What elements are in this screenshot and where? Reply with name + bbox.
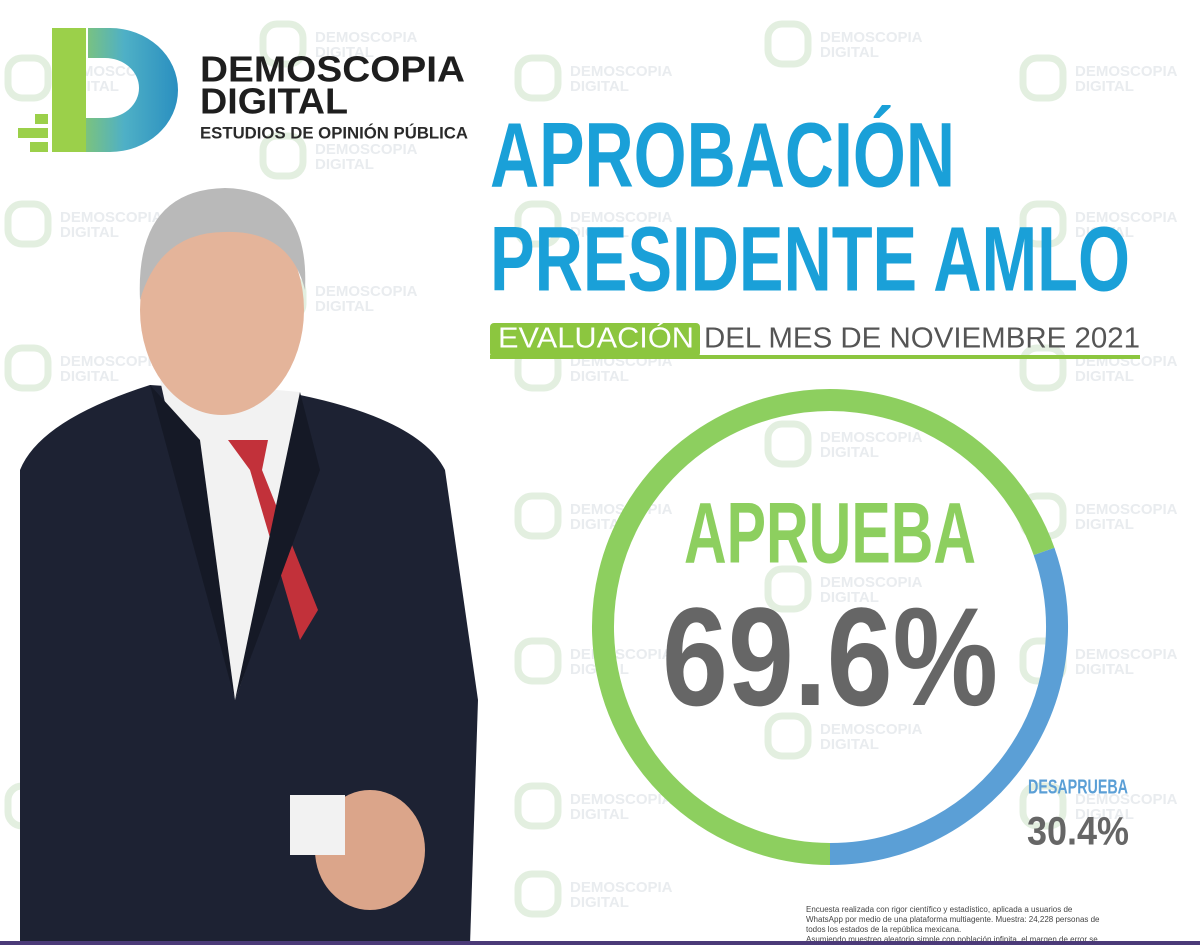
watermark-text: DEMOSCOPIA [570,791,673,808]
watermark-logo [1019,782,1067,830]
watermark-text: DIGITAL [1075,516,1134,533]
watermark-logo [764,565,812,613]
cuff [290,795,345,855]
watermark-text: DEMOSCOPIA [60,353,163,370]
brand-tagline: ESTUDIOS DE OPINIÓN PÚBLICA [200,123,468,142]
watermark-text: DEMOSCOPIA [820,721,923,738]
watermark-logo [514,870,562,918]
footnote-line: todos los estados de la república mexica… [806,925,961,934]
watermark-text: DIGITAL [570,78,629,95]
watermark-logo [259,132,307,180]
category-label: DESAPRUEBA [1028,776,1128,798]
watermark-text: DEMOSCOPIA [820,429,923,446]
watermark-logo [514,782,562,830]
watermark-text: DIGITAL [570,806,629,823]
watermark-text: DIGITAL [315,298,374,315]
subtitle-underline [490,355,1140,359]
watermark-logo [4,344,52,392]
watermark-text: DEMOSCOPIA [570,879,673,896]
watermark-text: DEMOSCOPIA [1075,209,1178,226]
watermark-text: DIGITAL [1075,368,1134,385]
watermark-text: DIGITAL [1075,806,1134,823]
watermark-text: DIGITAL [820,736,879,753]
watermark-text: DIGITAL [820,589,879,606]
watermark-text: DEMOSCOPIA [1075,501,1178,518]
watermark-logo [4,200,52,248]
watermark-text: DEMOSCOPIA [820,574,923,591]
watermark-text: DIGITAL [820,444,879,461]
subtitle: DEL MES DE NOVIEMBRE 2021 [704,323,1140,355]
watermark-text: DIGITAL [60,368,119,385]
watermark-logo [4,54,52,102]
subtitle-highlight: EVALUACIÓN [498,322,694,355]
watermark-logo [259,20,307,68]
watermarks: DEMOSCOPIADIGITALDEMOSCOPIADIGITALDEMOSC… [4,20,1178,918]
watermark-logo [764,712,812,760]
value-label: 30.4% [1027,810,1129,854]
logo: DEMOSCOPIA DIGITAL ESTUDIOS DE OPINIÓN P… [18,28,468,152]
watermark-text: DEMOSCOPIA [315,141,418,158]
footnote-line: WhatsApp por medio de una plataforma mul… [806,915,1100,924]
watermark-logo [514,54,562,102]
watermark-text: DIGITAL [315,156,374,173]
title: APROBACIÓN [490,103,955,206]
bottom-border [0,941,1200,945]
logo-bar [52,28,86,152]
donut-slice [829,547,1068,865]
watermark-text: DIGITAL [1075,224,1134,241]
watermark-text: DIGITAL [570,368,629,385]
watermark-text: DEMOSCOPIA [60,209,163,226]
brand-name: DEMOSCOPIA [200,49,465,90]
watermark-text: DEMOSCOPIA [1075,63,1178,80]
watermark-text: DIGITAL [315,44,374,61]
watermark-text: DEMOSCOPIA [315,283,418,300]
footnote-line: Asumiendo muestreo aleatorio simple con … [806,935,1098,944]
logo-block [35,114,48,124]
watermark-text: DEMOSCOPIA [315,29,418,46]
watermark-logo [514,637,562,685]
logo-block [18,128,48,138]
face [140,205,304,415]
title: PRESIDENTE AMLO [490,208,1130,310]
brand-name: DIGITAL [200,81,348,122]
footnote: Encuesta realizada con rigor científico … [806,905,1100,944]
value-label: 69.6% [662,578,998,735]
watermark-text: DEMOSCOPIA [570,209,673,226]
watermark-text: DIGITAL [1075,661,1134,678]
watermark-text: DIGITAL [60,224,119,241]
watermark-logo [1019,54,1067,102]
category-label: APRUEBA [684,486,976,582]
watermark-text: DIGITAL [570,894,629,911]
footnote-line: Encuesta realizada con rigor científico … [806,905,1073,914]
subtitle-highlight-bg [490,323,700,357]
watermark-logo [514,200,562,248]
watermark-text: DIGITAL [820,44,879,61]
logo-d [58,28,178,152]
watermark-logo [1019,200,1067,248]
watermark-text: DIGITAL [570,224,629,241]
lapel [150,385,235,700]
portrait [20,188,478,945]
watermark-text: DEMOSCOPIA [820,29,923,46]
watermark-logo [764,20,812,68]
watermark-logo [764,420,812,468]
watermark-text: DEMOSCOPIA [570,63,673,80]
watermark-logo [514,492,562,540]
watermark-text: DIGITAL [1075,78,1134,95]
lapel [235,392,320,700]
watermark-text: DEMOSCOPIA [1075,791,1178,808]
watermark-text: DEMOSCOPIA [1075,646,1178,663]
donut-slice [592,389,1055,865]
hair [139,188,306,300]
watermark-logo [1019,344,1067,392]
logo-block [30,142,48,152]
